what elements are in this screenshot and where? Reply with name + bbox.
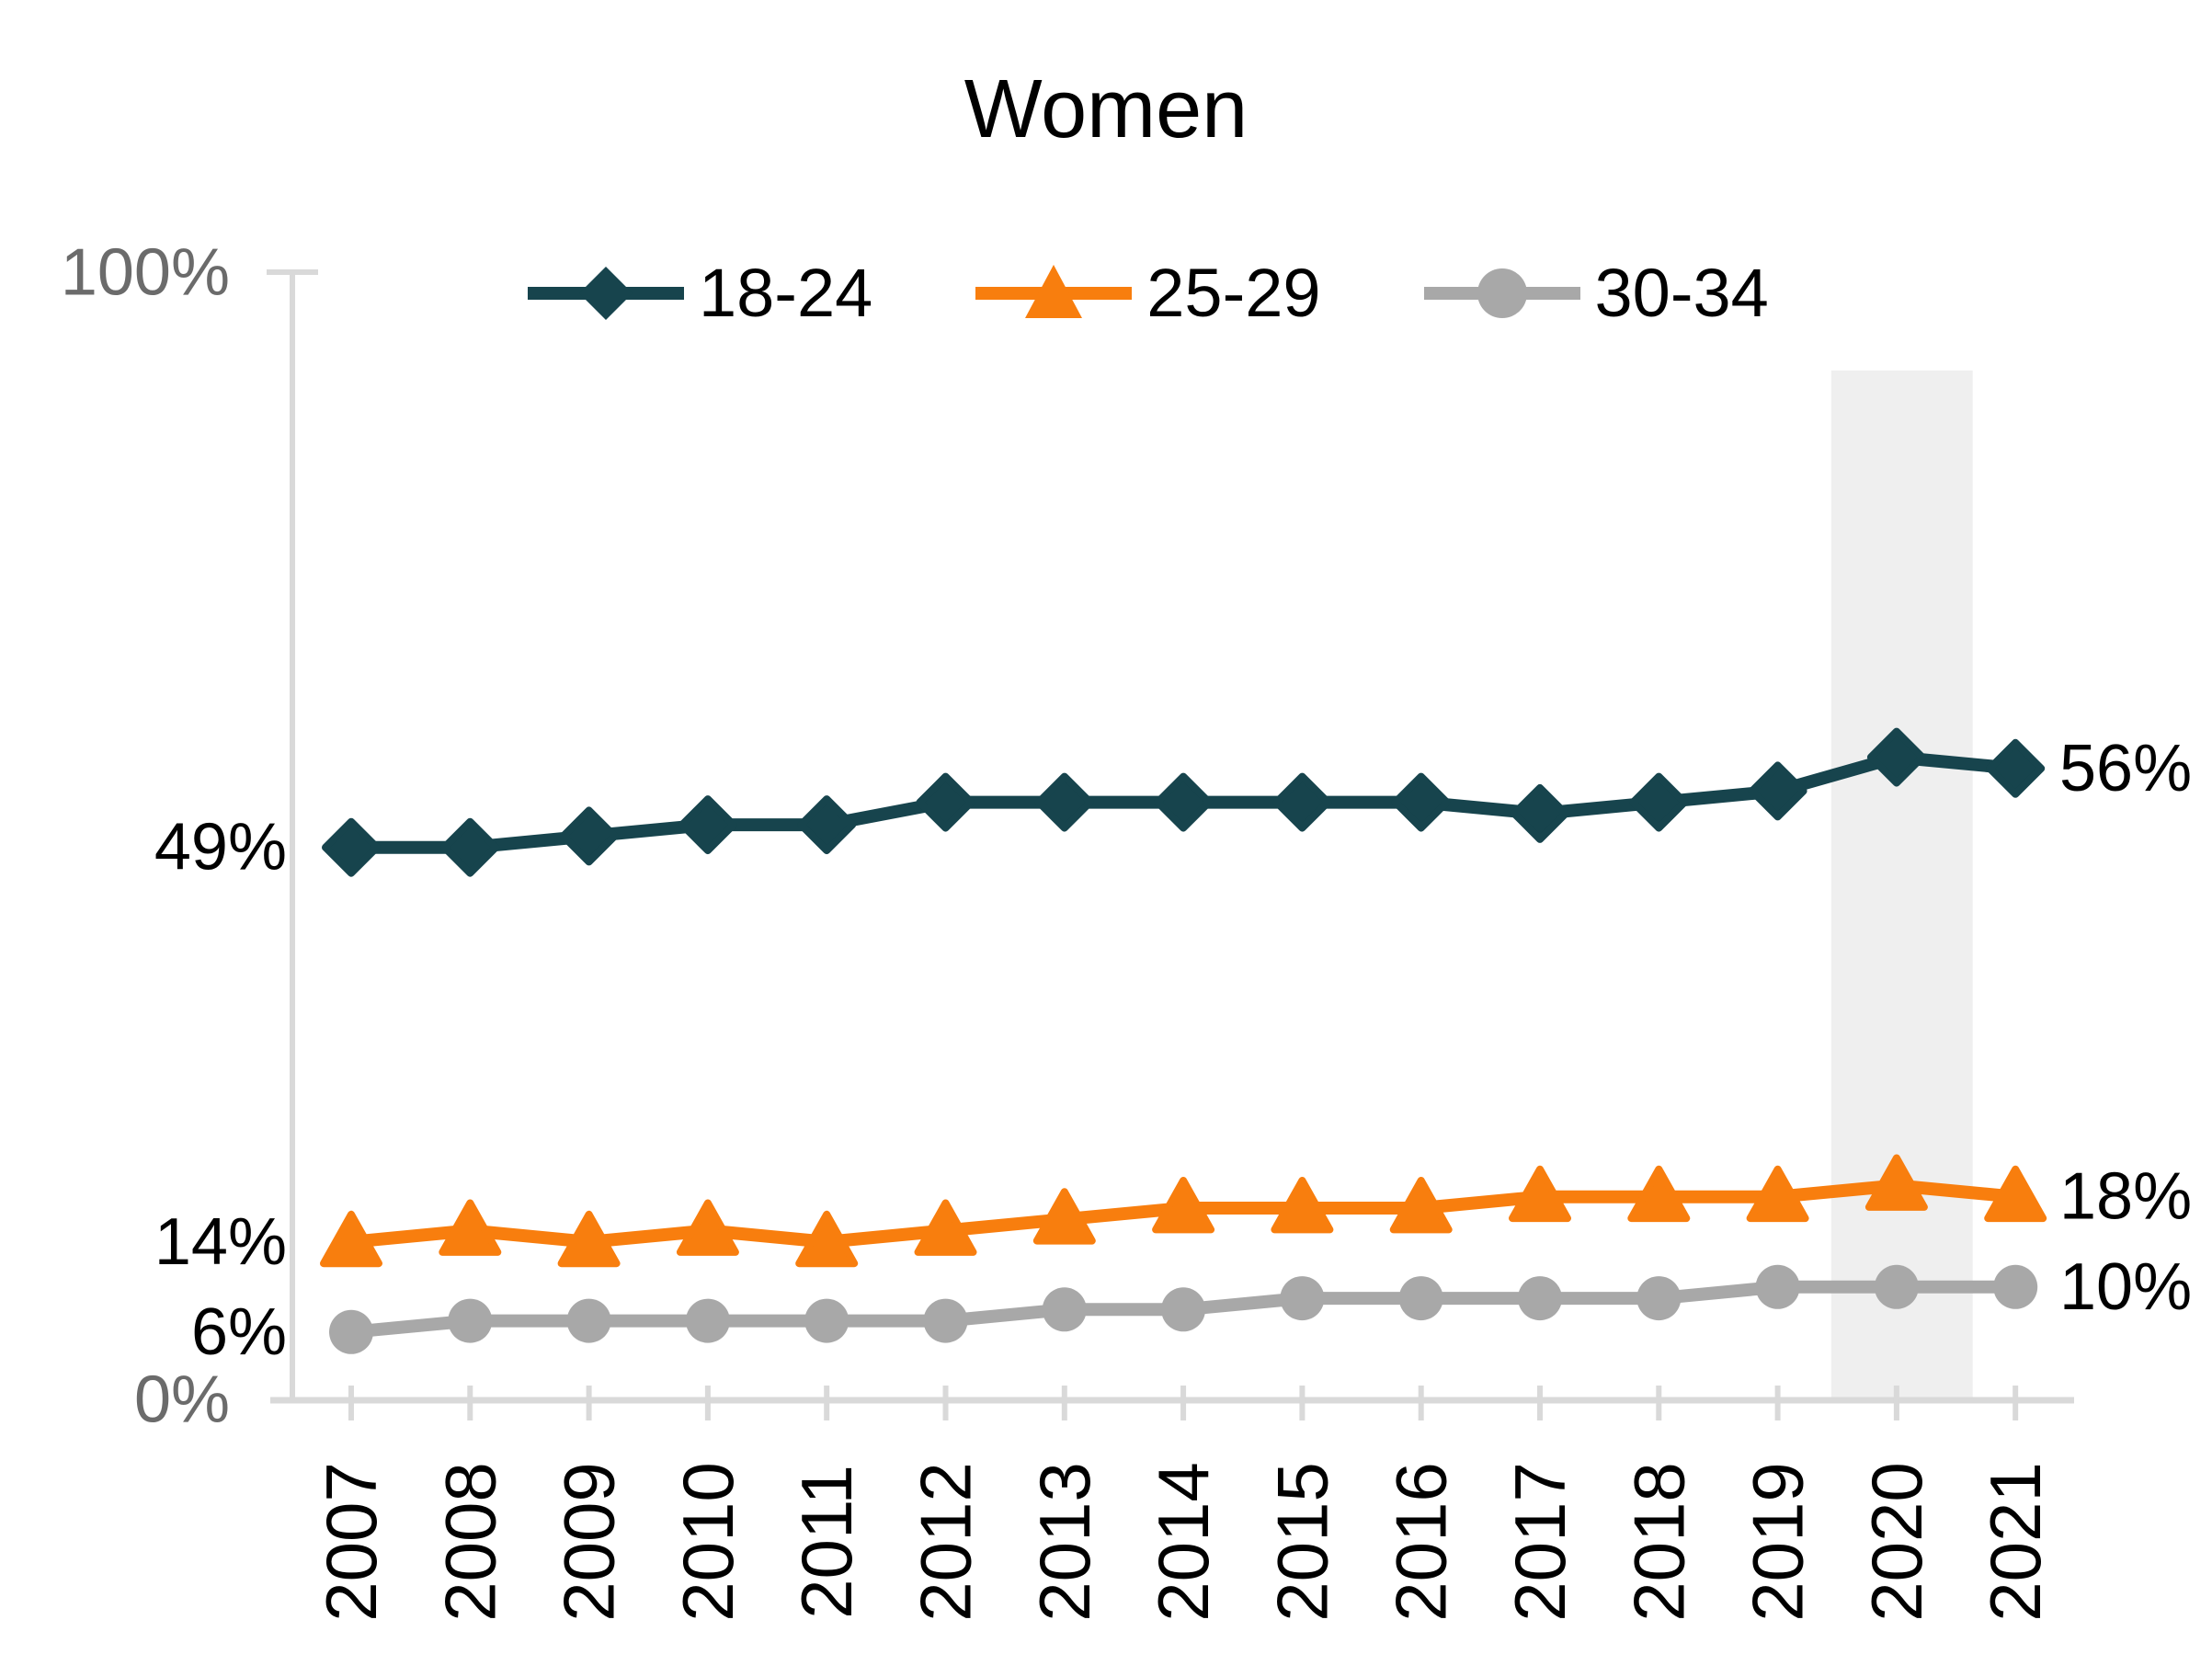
data-point-marker-circle: [1042, 1287, 1087, 1332]
data-point-marker-diamond: [1391, 772, 1451, 832]
series-first-point-label: 49%: [154, 811, 287, 884]
legend-label: 30-34: [1594, 255, 1769, 331]
y-axis-tick-label: 100%: [61, 235, 230, 309]
legend-label: 25-29: [1146, 255, 1321, 331]
series-last-point-label: 18%: [2059, 1160, 2192, 1234]
data-point-marker-triangle: [320, 1210, 382, 1268]
x-axis-year-label: 2020: [1856, 1462, 1937, 1622]
data-point-marker-circle: [1993, 1264, 2038, 1309]
x-axis-year-label: 2007: [311, 1462, 392, 1622]
data-point-marker-circle: [1398, 1276, 1443, 1321]
data-point-marker-circle: [566, 1298, 611, 1343]
series-first-point-label: 6%: [191, 1295, 287, 1369]
data-point-marker-diamond: [678, 795, 737, 855]
data-point-marker-triangle: [1509, 1165, 1571, 1223]
legend-marker-triangle: [975, 265, 1133, 318]
legend: 18-24 25-29 30-34: [524, 259, 1769, 327]
y-axis-tick-label: 0%: [134, 1363, 230, 1436]
highlight-band-2020: [1830, 371, 1973, 1400]
data-point-marker-diamond: [440, 817, 500, 877]
data-point-marker-diamond: [797, 795, 857, 855]
series-first-point-label: 14%: [154, 1205, 287, 1279]
data-point-marker-circle: [1280, 1276, 1325, 1321]
data-point-marker-triangle: [439, 1199, 502, 1256]
legend-label: 18-24: [699, 255, 873, 331]
data-point-marker-diamond: [1154, 772, 1214, 832]
x-axis-year-label: 2011: [786, 1465, 867, 1619]
data-point-marker-circle: [1161, 1287, 1206, 1332]
x-axis-year-label: 2013: [1024, 1462, 1105, 1622]
data-point-marker-diamond: [1986, 738, 2046, 798]
x-axis-year-label: 2014: [1143, 1462, 1224, 1622]
x-axis-year-label: 2016: [1381, 1462, 1462, 1622]
series-last-point-label: 56%: [2059, 732, 2192, 805]
x-axis-year-label: 2018: [1618, 1462, 1699, 1622]
data-point-marker-circle: [1874, 1264, 1919, 1309]
series-last-point-label: 10%: [2059, 1250, 2192, 1324]
data-point-marker-triangle: [1271, 1177, 1334, 1234]
data-point-marker-circle: [1636, 1276, 1682, 1321]
series-25-29: [320, 1154, 2047, 1268]
data-point-marker-diamond: [1272, 772, 1332, 832]
data-point-marker-circle: [1518, 1276, 1562, 1321]
x-axis-year-label: 2017: [1499, 1462, 1580, 1622]
data-point-marker-triangle: [1389, 1177, 1453, 1234]
x-axis-year-label: 2021: [1975, 1462, 2056, 1622]
data-point-marker-diamond: [559, 806, 619, 866]
data-point-marker-triangle: [1032, 1188, 1096, 1245]
data-point-marker-diamond: [1748, 761, 1807, 821]
data-point-marker-circle: [1755, 1264, 1800, 1309]
data-point-marker-triangle: [795, 1210, 859, 1268]
legend-item-25-29: 25-29: [972, 255, 1321, 331]
data-point-marker-triangle: [914, 1199, 977, 1256]
data-point-marker-triangle: [557, 1210, 621, 1268]
data-point-marker-diamond: [1034, 772, 1094, 832]
data-point-marker-circle: [685, 1298, 730, 1343]
data-point-marker-diamond: [916, 772, 975, 832]
data-point-marker-triangle: [1152, 1177, 1215, 1234]
x-axis-year-label: 2015: [1261, 1462, 1342, 1622]
data-point-marker-circle: [804, 1298, 849, 1343]
data-point-marker-diamond: [1511, 783, 1569, 843]
data-point-marker-diamond: [322, 817, 381, 877]
legend-marker-diamond: [528, 267, 684, 320]
series-30-34: [329, 1264, 2038, 1354]
data-point-marker-triangle: [1864, 1154, 1928, 1211]
data-point-marker-triangle: [676, 1199, 739, 1256]
data-point-marker-circle: [329, 1309, 373, 1354]
chart-title: Women: [963, 63, 1249, 155]
x-axis-year-label: 2009: [549, 1462, 630, 1622]
data-point-marker-circle: [923, 1298, 968, 1343]
legend-item-30-34: 30-34: [1420, 259, 1769, 327]
data-point-marker-triangle: [1984, 1165, 2047, 1223]
data-point-marker-triangle: [1746, 1165, 1809, 1223]
data-point-marker-circle: [448, 1298, 493, 1343]
x-axis-year-label: 2010: [667, 1462, 748, 1622]
x-axis-year-label: 2019: [1738, 1462, 1819, 1622]
legend-marker-circle: [1423, 268, 1580, 318]
data-point-marker-triangle: [1627, 1165, 1691, 1223]
legend-item-18-24: 18-24: [524, 259, 872, 327]
x-axis-year-label: 2008: [429, 1462, 510, 1622]
data-point-marker-diamond: [1866, 727, 1926, 787]
series-18-24: [322, 727, 2046, 877]
data-point-marker-diamond: [1629, 772, 1689, 832]
x-axis-year-label: 2012: [906, 1462, 986, 1622]
